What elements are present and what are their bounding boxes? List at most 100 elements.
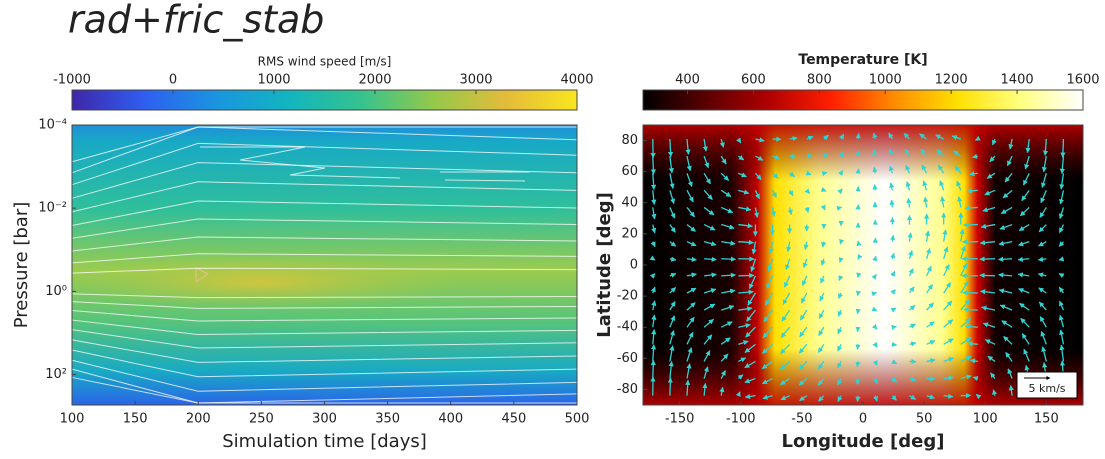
wind-vector xyxy=(738,172,747,178)
wind-vector xyxy=(703,241,717,247)
wind-vector xyxy=(721,240,736,246)
wind-vector xyxy=(980,223,996,229)
wind-vector xyxy=(1008,138,1014,150)
wind-vector xyxy=(821,241,827,248)
wind-vector xyxy=(669,329,675,345)
wind-vector xyxy=(923,196,929,208)
y-tick-label: 40 xyxy=(621,195,638,210)
wind-vector xyxy=(919,133,927,140)
wind-vector xyxy=(1058,256,1065,262)
wind-vector xyxy=(1041,155,1047,173)
wind-vector xyxy=(1024,155,1030,170)
wind-vector xyxy=(890,270,896,277)
x-tick-label: 200 xyxy=(186,412,211,427)
y-tick-label: -80 xyxy=(617,382,638,397)
wind-vector xyxy=(799,309,808,321)
wind-vector xyxy=(751,241,757,255)
wind-vector xyxy=(839,133,845,140)
wind-vector xyxy=(1058,241,1065,247)
wind-vector xyxy=(651,329,657,345)
wind-vector xyxy=(686,287,697,294)
wind-vector xyxy=(1019,302,1030,311)
wind-vector xyxy=(891,359,898,365)
wind-vector xyxy=(999,223,1013,230)
x-tick-label: 250 xyxy=(249,412,274,427)
wind-vector xyxy=(669,315,676,328)
wind-vector xyxy=(704,256,717,262)
wind-vector xyxy=(991,138,997,146)
wind-vector xyxy=(1020,317,1030,328)
wind-vector xyxy=(702,382,708,396)
wind-vector xyxy=(745,326,756,338)
wind-maximum xyxy=(60,254,460,310)
wind-vector xyxy=(703,155,710,169)
wind-vector xyxy=(922,180,928,191)
wind-vector xyxy=(838,170,844,176)
wind-vector xyxy=(1058,224,1065,234)
wind-vector xyxy=(871,306,878,312)
wind-vector xyxy=(909,341,917,347)
wind-vector xyxy=(669,301,676,311)
wind-vector xyxy=(990,372,996,379)
wind-vector xyxy=(720,370,727,379)
wind-vector xyxy=(780,326,791,338)
wind-vector xyxy=(1041,173,1047,188)
y-tick-label: -40 xyxy=(617,320,638,335)
wind-vector xyxy=(767,258,774,272)
wind-vector xyxy=(802,258,808,269)
wind-vector xyxy=(1003,335,1013,345)
wind-vector xyxy=(925,265,932,277)
wind-vector xyxy=(738,357,747,363)
wind-vector xyxy=(746,309,756,322)
wind-vector xyxy=(820,275,825,284)
x-tick-label: 100 xyxy=(60,412,85,427)
wind-vector xyxy=(837,361,843,369)
wind-vector xyxy=(873,395,879,402)
wind-vector xyxy=(960,299,970,311)
wind-vector xyxy=(921,164,928,174)
wind-vector xyxy=(890,307,897,313)
wind-vector xyxy=(992,389,998,396)
wind-vector xyxy=(872,378,878,384)
wind-vector xyxy=(820,204,826,211)
wind-vector xyxy=(650,359,656,379)
wind-vector xyxy=(1038,241,1047,247)
wind-vector xyxy=(837,378,843,386)
wind-vector xyxy=(703,288,717,294)
wind-vector xyxy=(974,135,981,141)
wind-vector xyxy=(1005,352,1013,362)
wind-vector xyxy=(738,306,753,312)
contour-line xyxy=(71,339,578,363)
wind-vector xyxy=(747,292,756,306)
wind-vector xyxy=(668,156,674,174)
wind-vector xyxy=(889,182,895,191)
wind-vector xyxy=(686,155,692,172)
wind-vector xyxy=(889,199,895,208)
wind-vector xyxy=(650,241,656,248)
wind-vector xyxy=(702,138,708,152)
wind-vector xyxy=(651,190,657,205)
wind-vector xyxy=(891,341,898,347)
x-tick-label: 400 xyxy=(438,412,463,427)
wind-vector xyxy=(822,153,829,159)
wind-vector xyxy=(1059,329,1065,345)
wind-vector xyxy=(966,188,978,194)
wind-vector xyxy=(888,165,894,174)
wind-vector xyxy=(926,358,936,364)
contour-line xyxy=(71,126,577,163)
wind-vector xyxy=(806,153,813,159)
wind-vector xyxy=(960,374,972,380)
wind-vector xyxy=(804,188,811,194)
wind-vector xyxy=(1001,320,1013,328)
wind-vector xyxy=(1058,190,1065,205)
wind-vector xyxy=(889,234,896,242)
wind-vector xyxy=(770,207,777,217)
wind-vector xyxy=(1039,316,1047,328)
colorbar-tick-label: 4000 xyxy=(560,73,593,88)
wind-vector xyxy=(721,256,737,262)
wind-vector xyxy=(1017,272,1030,278)
wind-vector xyxy=(984,339,996,345)
colorbar-tick-label: 1600 xyxy=(1066,73,1099,88)
vector-key: 5 km/s xyxy=(1028,382,1065,395)
